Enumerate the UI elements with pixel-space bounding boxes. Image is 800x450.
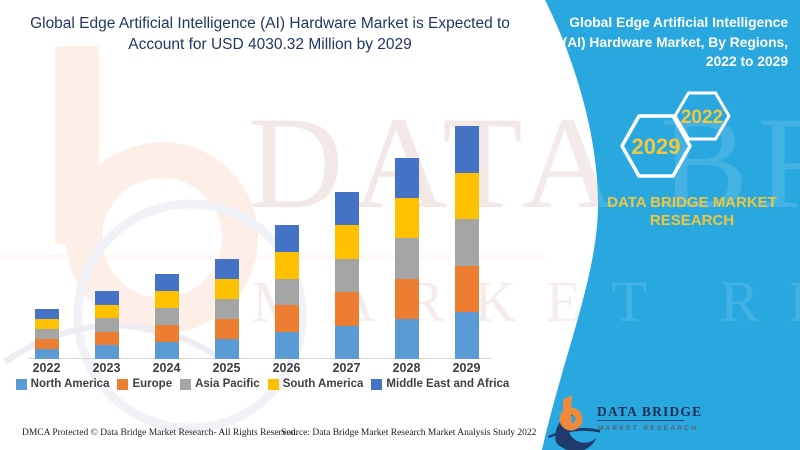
legend-label: South America	[282, 378, 364, 390]
bar-segment-asia-pacific	[334, 258, 359, 292]
legend-marker-icon	[117, 378, 129, 390]
legend-item-north-america: North America	[15, 378, 110, 390]
bar-segment-south-america	[394, 198, 419, 239]
bar-segment-middle-east-and-africa	[394, 158, 419, 199]
bar-segment-middle-east-and-africa	[214, 259, 239, 279]
legend-marker-icon	[267, 378, 279, 390]
source-note: Source: Data Bridge Market Research Mark…	[281, 428, 537, 438]
plot-area: 2022 2023 2024 2025 2026 2027 2028 2029	[28, 126, 492, 375]
bar-segment-north-america	[214, 339, 239, 359]
bar-segment-asia-pacific	[394, 238, 419, 279]
bar-segment-north-america	[154, 342, 179, 359]
bar-segment-north-america	[274, 332, 299, 359]
bar-segment-middle-east-and-africa	[274, 225, 299, 252]
bar-segment-europe	[394, 278, 419, 319]
bar-2025	[214, 259, 239, 359]
bar-segment-asia-pacific	[154, 308, 179, 325]
bar-segment-south-america	[154, 291, 179, 308]
panel-title-line1: Global Edge Artificial Intelligence	[569, 15, 788, 30]
bar-segment-europe	[454, 265, 479, 313]
bar-2026	[274, 225, 299, 359]
bar-segment-south-america	[334, 225, 359, 259]
panel-title: Global Edge Artificial Intelligence (AI)…	[508, 13, 788, 72]
bar-segment-south-america	[454, 172, 479, 220]
legend-label: North America	[30, 378, 110, 390]
dmca-notice: DMCA Protected © Data Bridge Market Rese…	[22, 428, 298, 438]
legend-marker-icon	[371, 378, 383, 390]
x-tick-label: 2028	[392, 361, 421, 375]
brand-line2: RESEARCH	[649, 212, 735, 229]
chart-legend: North America Europe Asia Pacific South Ame…	[0, 378, 525, 390]
x-tick-label: 2029	[452, 361, 481, 375]
brand-line1: DATA BRIDGE MARKET	[607, 194, 777, 211]
watermark-band	[0, 255, 545, 259]
x-tick-label: 2027	[332, 361, 361, 375]
bar-segment-north-america	[334, 325, 359, 359]
x-tick-label: 2023	[92, 361, 121, 375]
bar-segment-asia-pacific	[94, 318, 119, 332]
bar-2024	[154, 274, 179, 359]
bar-segment-middle-east-and-africa	[154, 274, 179, 291]
bar-2022	[34, 308, 59, 359]
bar-segment-asia-pacific	[274, 278, 299, 306]
blue-curved-panel	[542, 0, 800, 450]
bar-segment-south-america	[214, 279, 239, 299]
bar-segment-europe	[214, 319, 239, 339]
bar-segment-europe	[274, 305, 299, 333]
bar-segment-middle-east-and-africa	[334, 191, 359, 225]
bar-segment-asia-pacific	[214, 299, 239, 319]
bar-segment-europe	[34, 338, 59, 349]
bar-segment-asia-pacific	[454, 219, 479, 266]
legend-label: Asia Pacific	[195, 378, 260, 390]
bar-2028	[394, 158, 419, 359]
bar-2029	[454, 126, 479, 359]
x-tick-label: 2024	[152, 361, 181, 375]
bar-segment-asia-pacific	[34, 328, 59, 339]
page-title-line1: Global Edge Artificial Intelligence (AI)…	[30, 15, 510, 32]
bar-segment-europe	[334, 292, 359, 326]
bar-segment-middle-east-and-africa	[454, 126, 479, 173]
bar-segment-south-america	[274, 251, 299, 279]
x-tick-label: 2022	[32, 361, 61, 375]
bar-segment-middle-east-and-africa	[94, 291, 119, 305]
bar-segment-europe	[154, 325, 179, 342]
page-title-line2: Account for USD 4030.32 Million by 2029	[128, 36, 412, 53]
bar-segment-north-america	[394, 318, 419, 359]
x-axis-line	[28, 358, 492, 359]
bar-2023	[94, 291, 119, 359]
legend-item-europe: Europe	[117, 378, 172, 390]
page-title: Global Edge Artificial Intelligence (AI)…	[20, 13, 520, 55]
panel-title-line2: (AI) Hardware Market, By Regions,	[562, 34, 788, 50]
bar-segment-north-america	[454, 312, 479, 359]
legend-marker-icon	[180, 378, 192, 390]
legend-item-south-america: South America	[267, 378, 364, 390]
x-tick-label: 2026	[272, 361, 301, 375]
watermark-text-line2-white: MARKET RESEARCH	[540, 269, 800, 334]
bar-segment-south-america	[94, 304, 119, 319]
legend-item-middle-east-and-africa: Middle East and Africa	[371, 378, 509, 390]
panel-title-line3: 2022 to 2029	[705, 54, 788, 69]
legend-marker-icon	[15, 378, 27, 390]
bar-2027	[334, 191, 359, 359]
bar-segment-north-america	[34, 348, 59, 359]
brand-wordmark: DATA BRIDGE MARKET RESEARCH	[592, 194, 792, 230]
legend-label: Middle East and Africa	[386, 378, 510, 390]
x-tick-label: 2025	[212, 361, 241, 375]
legend-item-asia-pacific: Asia Pacific	[180, 378, 260, 390]
bar-segment-europe	[94, 331, 119, 346]
bar-segment-middle-east-and-africa	[34, 308, 59, 319]
legend-label: Europe	[132, 378, 173, 390]
bar-segment-south-america	[34, 318, 59, 329]
bar-segment-north-america	[94, 345, 119, 359]
